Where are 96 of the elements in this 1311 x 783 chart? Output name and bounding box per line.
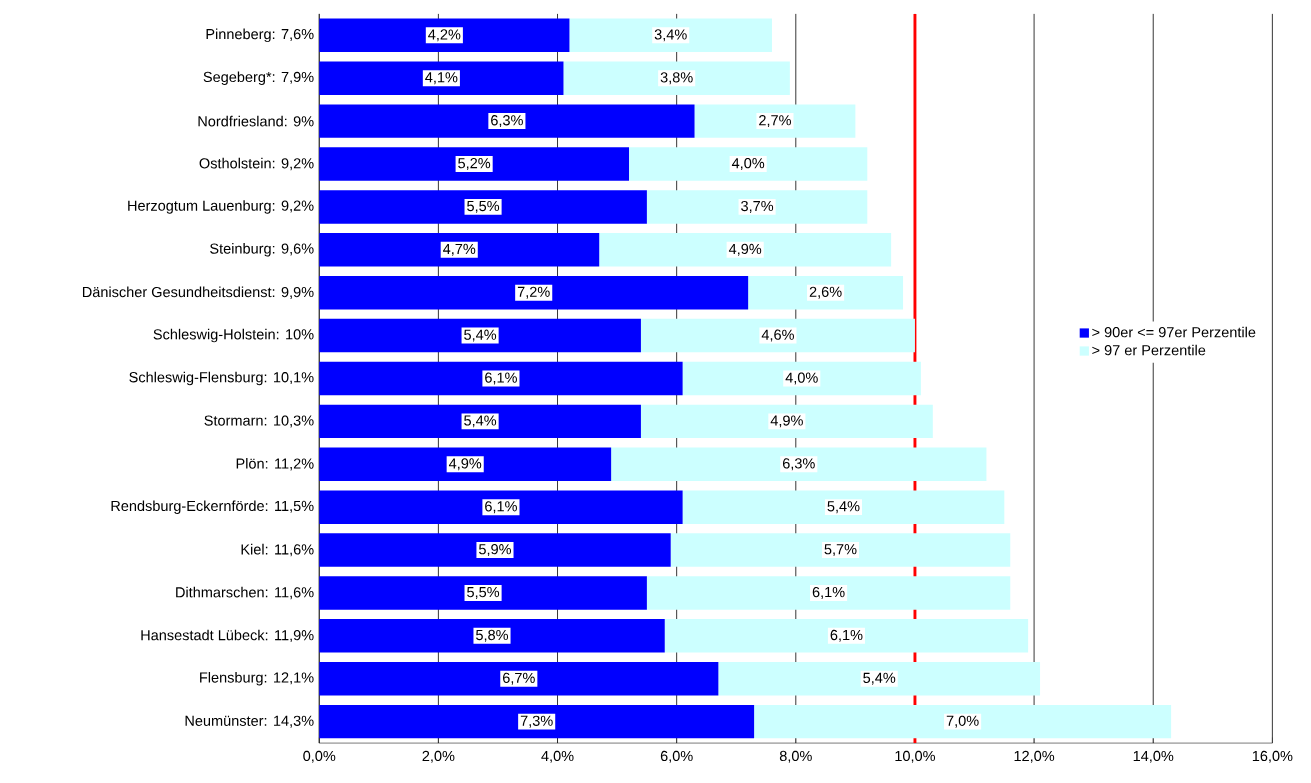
bar (664, 619, 1029, 653)
bar (319, 447, 612, 482)
data-label: 5,4% (863, 672, 896, 685)
bar (319, 18, 570, 53)
bar (319, 619, 665, 653)
bar (640, 319, 915, 353)
x-tick-label: 10,0% (895, 750, 936, 763)
data-label: 7,2% (517, 286, 550, 299)
data-label: 6,7% (503, 672, 535, 685)
data-label: 6,3% (782, 458, 815, 471)
data-label: 6,1% (830, 629, 863, 642)
bar (319, 533, 671, 567)
y-tick-label: Hansestadt Lübeck: 11,9% (141, 629, 314, 643)
bar (599, 233, 892, 267)
data-label: 5,7% (824, 544, 857, 557)
y-tick-label: Segeberg*: 7,9% (203, 71, 314, 86)
x-tick-label: 16,0% (1252, 750, 1293, 763)
bar (694, 104, 856, 138)
data-label: 4,9% (728, 243, 762, 256)
bar (646, 576, 1011, 610)
bar (319, 276, 749, 310)
legend-label: > 90er <= 97er Perzentile (1092, 326, 1256, 338)
data-label: 4,2% (428, 29, 461, 42)
bar (718, 662, 1041, 696)
x-tick-label: 0,0% (303, 750, 336, 763)
data-label: 5,5% (467, 201, 500, 214)
y-tick-label: Dänischer Gesundheitsdienst: 9,9% (82, 286, 314, 300)
bar (319, 361, 683, 396)
x-tick-label: 14,0% (1133, 750, 1174, 763)
bar (563, 61, 790, 96)
x-tick-label: 12,0% (1014, 750, 1055, 763)
y-tick-label: Rendsburg-Eckernförde: 11,5% (111, 500, 314, 515)
bar (754, 705, 1172, 739)
data-label: 4,9% (448, 458, 482, 471)
data-label: 7,0% (946, 715, 979, 728)
y-tick-label: Schleswig-Holstein: 10% (153, 328, 314, 343)
bar (611, 447, 987, 482)
data-label: 6,3% (491, 115, 523, 128)
bar (670, 533, 1011, 567)
bar (629, 147, 868, 181)
y-tick-label: Schleswig-Flensburg: 10,1% (129, 371, 314, 386)
y-tick-label: Kiel: 11,6% (241, 544, 314, 557)
bar (569, 18, 772, 53)
bar (319, 404, 641, 439)
bar (319, 662, 719, 696)
data-label: 4,7% (443, 243, 476, 256)
data-label: 4,6% (761, 329, 794, 342)
y-tick-label: Steinburg: 9,6% (210, 243, 314, 257)
bar (319, 61, 564, 96)
data-label: 2,6% (809, 286, 842, 299)
data-label: 3,7% (741, 201, 774, 214)
legend-label: > 97 er Perzentile (1092, 344, 1206, 356)
x-tick-label: 2,0% (422, 750, 455, 763)
x-tick-label: 4,0% (541, 750, 574, 763)
data-label: 6,1% (485, 372, 517, 385)
y-tick-label: Neumünster: 14,3% (185, 715, 314, 728)
x-tick-label: 6,0% (660, 750, 693, 763)
y-tick-label: Plön: 11,2% (236, 458, 314, 471)
bar (748, 276, 904, 310)
data-label: 2,7% (759, 115, 791, 128)
data-label: 5,5% (467, 587, 500, 600)
y-tick-label: Pinneberg: 7,6% (206, 28, 314, 43)
data-label: 5,4% (464, 329, 497, 342)
data-label: 4,9% (770, 415, 803, 428)
data-label: 4,0% (785, 372, 818, 385)
bar (319, 190, 647, 224)
data-label: 5,4% (464, 415, 497, 428)
data-label: 6,1% (485, 501, 517, 514)
data-label: 3,4% (654, 29, 687, 42)
bar (319, 147, 630, 181)
bar (640, 404, 933, 439)
data-label: 6,1% (812, 587, 845, 600)
data-label: 5,4% (827, 501, 860, 514)
y-tick-label: Flensburg: 12,1% (200, 672, 314, 686)
bar (682, 361, 921, 396)
y-tick-label: Dithmarschen: 11,6% (176, 586, 314, 600)
data-label: 4,1% (425, 72, 458, 85)
bar (319, 233, 600, 267)
y-tick-label: Herzogtum Lauenburg: 9,2% (128, 200, 314, 214)
y-tick-label: Ostholstein: 9,2% (199, 157, 314, 171)
x-tick-label: 8,0% (779, 750, 812, 763)
bar (319, 490, 683, 525)
data-label: 3,8% (660, 72, 693, 85)
bar (319, 319, 641, 353)
data-label: 5,8% (476, 629, 509, 642)
data-label: 5,2% (458, 158, 491, 171)
y-tick-label: Nordfriesland: 9% (198, 115, 314, 127)
bar (319, 576, 647, 610)
y-tick-label: Stormarn: 10,3% (204, 415, 314, 428)
bar (682, 490, 1005, 525)
data-label: 4,0% (731, 158, 765, 171)
data-label: 7,3% (520, 715, 553, 728)
bar (319, 705, 755, 739)
bar (319, 104, 695, 138)
data-label: 5,9% (479, 544, 512, 557)
bar (646, 190, 868, 224)
